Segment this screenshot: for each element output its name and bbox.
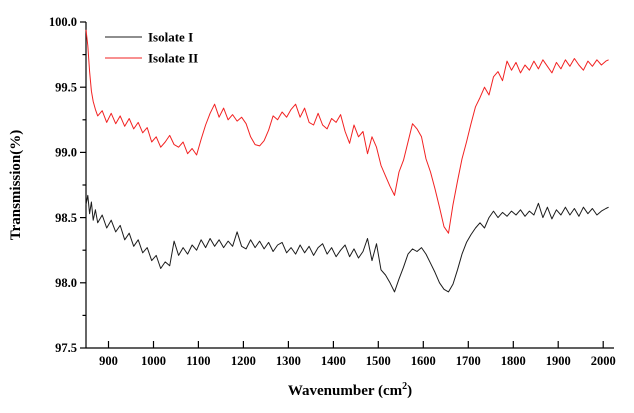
y-axis-tick-label: 99.0	[55, 146, 77, 160]
legend-label: Isolate I	[148, 30, 193, 45]
x-axis-title-text: Wavenumber (cm	[287, 383, 403, 399]
legend-label: Isolate II	[148, 51, 198, 66]
y-axis-tick-label: 98.5	[55, 211, 77, 225]
y-axis-tick-label: 100.0	[49, 15, 77, 29]
x-axis-title-close-paren: )	[407, 383, 413, 399]
y-axis-tick-label: 97.5	[55, 341, 77, 355]
series-line-isolate-i	[85, 194, 609, 293]
y-axis-tick-label: 99.5	[55, 80, 77, 94]
x-axis-title: Wavenumber (cm2)	[190, 381, 510, 400]
x-axis-tick-label: 1600	[411, 354, 436, 368]
y-axis-tick-label: 98.0	[55, 276, 77, 290]
x-axis-tick-label: 1500	[366, 354, 391, 368]
x-axis-tick-label: 1000	[141, 354, 166, 368]
x-axis-title-superscript: 2	[402, 381, 408, 392]
x-axis-tick-label: 1900	[546, 354, 571, 368]
x-axis-tick-label: 1400	[321, 354, 346, 368]
series-line-isolate-ii	[85, 29, 609, 234]
x-axis-tick-label: 2000	[591, 354, 616, 368]
x-axis-tick-label: 1700	[456, 354, 481, 368]
x-axis-tick-label: 1100	[186, 354, 210, 368]
x-axis-tick-label: 1200	[231, 354, 256, 368]
y-axis-title: Transmission(%)	[8, 129, 24, 241]
x-axis-tick-label: 1800	[501, 354, 526, 368]
x-axis-tick-label: 1300	[276, 354, 301, 368]
x-axis-tick-label: 900	[99, 354, 118, 368]
